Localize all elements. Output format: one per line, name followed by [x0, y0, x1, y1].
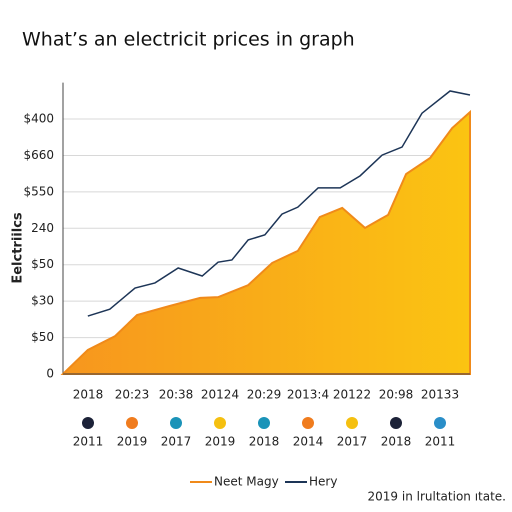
- y-tick-label: $30: [31, 294, 54, 308]
- legend-dot: [390, 417, 402, 429]
- legend-dot: [170, 417, 182, 429]
- y-axis-label: Eelctriilcs: [11, 212, 26, 284]
- x-tick-label: 20:38: [159, 388, 194, 402]
- legend-label: 2019: [117, 435, 148, 449]
- y-tick-label: $50: [31, 257, 54, 271]
- area: [60, 109, 471, 375]
- legend-label: 2017: [337, 435, 368, 449]
- x-tick-label: 2013:4: [287, 388, 329, 402]
- legend-label: Neet Magy: [214, 475, 279, 489]
- x-tick-label: 20:98: [379, 388, 414, 402]
- legend-label: 2011: [73, 435, 104, 449]
- legend-dot: [82, 417, 94, 429]
- x-tick-label: 20124: [201, 388, 239, 402]
- x-tick-label: 20:23: [115, 388, 150, 402]
- legend-dot: [258, 417, 270, 429]
- legend-dot: [302, 417, 314, 429]
- footnote: 2019 in lrultation ıtate.: [368, 490, 506, 504]
- y-tick-label: $400: [23, 112, 54, 126]
- legend-label: 2018: [249, 435, 280, 449]
- y-tick-label: 240: [31, 221, 54, 235]
- y-tick-label: $50: [31, 330, 54, 344]
- x-tick-label: 20122: [333, 388, 371, 402]
- legend-label: 2018: [381, 435, 412, 449]
- x-tick-label: 2018: [73, 388, 104, 402]
- legend-dot: [126, 417, 138, 429]
- y-tick-label: $660: [23, 148, 54, 162]
- legend-dot: [346, 417, 358, 429]
- legend-dot: [214, 417, 226, 429]
- legend-dot: [434, 417, 446, 429]
- legend-label: 2019: [205, 435, 236, 449]
- y-tick-label: 0: [46, 367, 54, 381]
- legend-label: 2017: [161, 435, 192, 449]
- chart-title: What’s an electricit prices in graph: [22, 29, 355, 51]
- line: [87, 90, 471, 317]
- x-tick-label: 20133: [421, 388, 459, 402]
- x-tick-label: 20:29: [247, 388, 282, 402]
- legend-label: 2011: [425, 435, 456, 449]
- legend-label: Hery: [309, 475, 337, 489]
- legend-label: 2014: [293, 435, 324, 449]
- y-tick-label: $550: [23, 184, 54, 198]
